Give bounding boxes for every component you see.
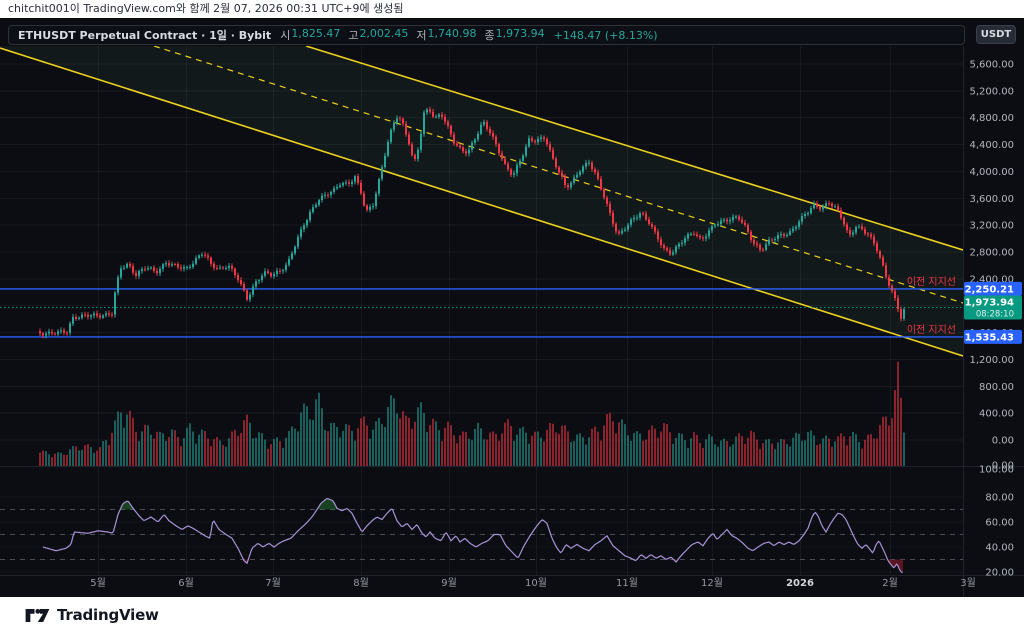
- time-axis-label: 5월: [90, 577, 106, 589]
- low-value: 1,740.98: [427, 27, 477, 40]
- chart-area[interactable]: 5,600.00 5,200.00 4,800.00 4,400.00 4,000.00…: [0, 18, 1024, 597]
- time-axis-label: 11월: [616, 577, 638, 589]
- candle-series: [39, 106, 905, 339]
- time-axis[interactable]: 5월 6월 7월 8월 9월 10월 11월 12월 2026 2월 3월: [90, 577, 976, 589]
- time-axis-label: 12월: [701, 577, 723, 589]
- svg-text:3,200.00: 3,200.00: [969, 221, 1014, 232]
- high-label: 고: [348, 29, 359, 42]
- price-axis[interactable]: 5,600.00 5,200.00 4,800.00 4,400.00 4,000.00…: [969, 60, 1014, 579]
- low-label: 저: [416, 29, 427, 42]
- svg-text:2,800.00: 2,800.00: [969, 248, 1014, 259]
- channel-drawing[interactable]: [0, 46, 963, 357]
- high-value: 2,002.45: [359, 27, 409, 40]
- support-label-text: 이전 지지선: [907, 276, 956, 288]
- symbol-title: ETHUSDT Perpetual Contract · 1일 · Bybit: [18, 29, 272, 42]
- symbol-header[interactable]: ETHUSDT Perpetual Contract · 1일 · Bybit …: [8, 25, 965, 45]
- close-label: 종: [484, 29, 495, 42]
- svg-text:0.00: 0.00: [992, 436, 1014, 447]
- time-axis-label: 2026: [786, 578, 814, 589]
- svg-text:4,000.00: 4,000.00: [969, 167, 1014, 178]
- price-chart-svg[interactable]: 5,600.00 5,200.00 4,800.00 4,400.00 4,000.00…: [0, 18, 1024, 597]
- svg-text:1,973.94: 1,973.94: [965, 297, 1014, 308]
- svg-text:60.00: 60.00: [985, 518, 1014, 529]
- svg-text:2,250.21: 2,250.21: [965, 284, 1014, 295]
- time-axis-label: 2월: [882, 577, 898, 589]
- svg-text:2,400.00: 2,400.00: [969, 274, 1014, 285]
- time-axis-label: 8월: [353, 577, 369, 589]
- support-label-text: 이전 지지선: [907, 324, 956, 336]
- svg-text:1,200.00: 1,200.00: [969, 355, 1014, 366]
- svg-text:20.00: 20.00: [985, 568, 1014, 579]
- gridlines: [0, 46, 963, 575]
- volume-series: [39, 361, 905, 466]
- svg-text:0.00: 0.00: [992, 461, 1014, 472]
- open-value: 1,825.47: [291, 27, 341, 40]
- time-axis-label: 9월: [441, 577, 457, 589]
- brand-name[interactable]: TradingView: [57, 606, 159, 624]
- price-lines[interactable]: [0, 288, 963, 338]
- tradingview-logo-icon[interactable]: [25, 606, 50, 625]
- svg-text:1,535.43: 1,535.43: [965, 332, 1014, 343]
- svg-text:40.00: 40.00: [985, 543, 1014, 554]
- svg-text:5,200.00: 5,200.00: [969, 86, 1014, 97]
- svg-text:08:28:10: 08:28:10: [976, 309, 1014, 319]
- pane-separators[interactable]: [0, 46, 1024, 597]
- svg-text:80.00: 80.00: [985, 493, 1014, 504]
- rsi-indicator: [0, 498, 963, 574]
- svg-text:5,600.00: 5,600.00: [969, 60, 1014, 71]
- svg-text:100.00: 100.00: [979, 465, 1014, 476]
- currency-button[interactable]: USDT: [976, 25, 1016, 44]
- open-label: 시: [280, 29, 291, 42]
- ohlc-readout: 시 1,825.47 고 2,002.45 저 1,740.98 종 1,973.94: [280, 27, 544, 43]
- close-value: 1,973.94: [495, 27, 545, 40]
- svg-text:400.00: 400.00: [979, 409, 1014, 420]
- svg-text:4,800.00: 4,800.00: [969, 113, 1014, 124]
- attribution-text: chitchit001이 TradingView.com와 함께 2월 07, …: [0, 0, 1024, 18]
- time-axis-label: 6월: [178, 577, 194, 589]
- time-axis-label: 10월: [525, 577, 547, 589]
- time-axis-label: 7월: [265, 577, 281, 589]
- svg-text:4,400.00: 4,400.00: [969, 140, 1014, 151]
- footer: TradingView: [0, 597, 1024, 633]
- time-axis-label: 3월: [960, 577, 976, 589]
- change-value: +148.47 (+8.13%): [553, 28, 658, 42]
- svg-text:800.00: 800.00: [979, 382, 1014, 393]
- svg-text:3,600.00: 3,600.00: [969, 194, 1014, 205]
